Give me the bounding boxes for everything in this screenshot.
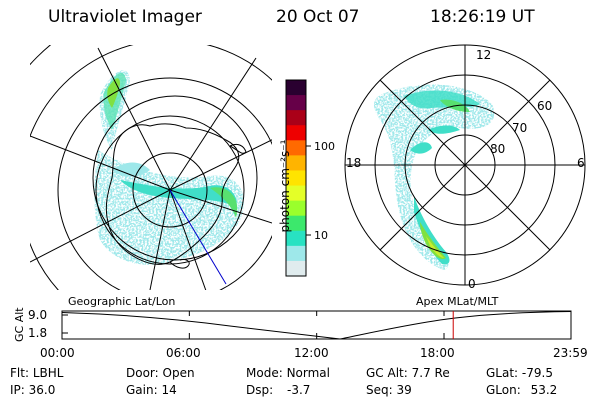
geographic-meridians	[30, 47, 272, 290]
magnetic-polar-panel	[344, 44, 586, 286]
colorbar	[285, 79, 311, 277]
altitude-x-ticks	[61, 311, 572, 339]
altitude-x-tick-4: 23:59	[553, 346, 588, 360]
observation-date: 20 Oct 07	[276, 7, 360, 27]
colorbar-cell	[286, 200, 306, 217]
earth-limb	[92, 95, 258, 261]
glat-info: GLat: -79.5	[486, 366, 553, 380]
colorbar-label-10: 10	[314, 229, 328, 242]
satellite-nadir-line	[169, 189, 227, 285]
colorbar-cell	[286, 245, 306, 262]
right-aurora-image	[374, 84, 495, 271]
filter-info: Flt: LBHL	[10, 366, 64, 380]
mlt-label-12: 12	[476, 48, 492, 62]
colorbar-cell	[286, 185, 306, 202]
altitude-x-tick-0: 00:00	[40, 346, 75, 360]
mlt-meridians	[345, 45, 585, 285]
colorbar-cell	[286, 95, 306, 111]
colorbar-label-100: 100	[314, 140, 335, 153]
gain-info: Gain: 14	[126, 383, 177, 397]
colorbar-cell	[286, 125, 306, 141]
altitude-axis-label: GC Alt	[13, 307, 26, 342]
geographic-lat-circles	[30, 45, 272, 290]
colorbar-unit-label: photon cm⁻²s⁻¹	[278, 139, 292, 233]
altitude-y-tick-low: 1.8	[28, 326, 48, 340]
colorbar-cell	[286, 155, 306, 172]
altitude-x-tick-2: 12:00	[294, 346, 329, 360]
seq-info: Seq: 39	[366, 383, 412, 397]
mlt-label-6: 6	[577, 156, 585, 170]
mlt-label-18: 18	[346, 156, 362, 170]
instrument-title: Ultraviolet Imager	[48, 7, 202, 27]
mode-info: Mode: Normal	[246, 366, 330, 380]
colorbar-cell	[286, 140, 306, 156]
gcalt-info: GC Alt: 7.7 Re	[366, 366, 450, 380]
altitude-track-plot	[61, 310, 572, 340]
colorbar-cell	[286, 215, 306, 232]
glon-info: GLon: 53.2	[486, 383, 558, 397]
coastline	[105, 123, 240, 265]
dsp-info: Dsp: -3.7	[246, 383, 311, 397]
altitude-x-tick-1: 06:00	[166, 346, 201, 360]
colorbar-cell	[286, 170, 306, 187]
colorbar-cell	[286, 230, 306, 247]
geographic-map-panel	[30, 45, 272, 290]
right-panel-label: Apex MLat/MLT	[416, 295, 499, 308]
left-panel-label: Geographic Lat/Lon	[68, 295, 176, 308]
mlat-label-80: 80	[490, 142, 506, 156]
mlt-label-0: 0	[468, 277, 476, 291]
colorbar-cell	[286, 110, 306, 126]
observation-time: 18:26:19 UT	[430, 7, 535, 27]
colorbar-cell	[286, 80, 306, 96]
left-aurora-image	[94, 70, 244, 265]
mlat-label-60: 60	[537, 99, 553, 113]
mlat-label-70: 70	[512, 121, 528, 135]
ip-info: IP: 36.0	[10, 383, 56, 397]
altitude-curve	[61, 311, 572, 340]
altitude-x-tick-3: 18:00	[420, 346, 455, 360]
colorbar-cell	[286, 260, 306, 277]
altitude-y-tick-high: 9.0	[28, 308, 48, 322]
coast-inlet	[229, 143, 247, 154]
door-info: Door: Open	[126, 366, 195, 380]
